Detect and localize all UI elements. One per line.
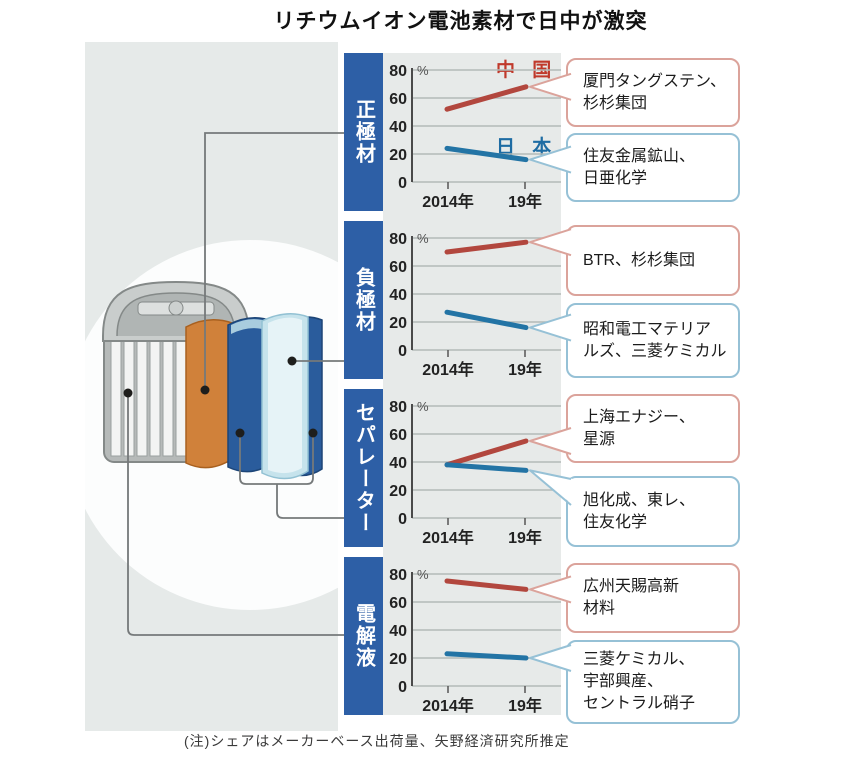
legend-japan: 日 本 xyxy=(496,137,558,158)
svg-text:40: 40 xyxy=(389,455,407,472)
material-label: 電解液 xyxy=(352,603,375,669)
svg-text:2014年: 2014年 xyxy=(422,192,474,211)
japan-companies-text: 住友金属鉱山、 日亜化学 xyxy=(583,147,696,187)
japan-companies-box: 住友金属鉱山、 日亜化学 xyxy=(566,133,740,202)
svg-text:2014年: 2014年 xyxy=(422,360,474,379)
svg-text:%: % xyxy=(417,567,429,582)
illustration-panel xyxy=(85,42,338,731)
svg-text:19年: 19年 xyxy=(508,696,542,715)
legend-china: 中 国 xyxy=(496,60,558,81)
svg-text:19年: 19年 xyxy=(508,360,542,379)
svg-text:20: 20 xyxy=(389,315,407,332)
china-companies-text: BTR、杉杉集団 xyxy=(583,251,696,269)
svg-text:0: 0 xyxy=(398,511,407,528)
svg-text:80: 80 xyxy=(389,63,407,80)
svg-text:0: 0 xyxy=(398,175,407,192)
svg-text:20: 20 xyxy=(389,483,407,500)
svg-text:80: 80 xyxy=(389,231,407,248)
china-companies-text: 上海エナジー、 星源 xyxy=(583,408,695,448)
svg-text:2014年: 2014年 xyxy=(422,696,474,715)
svg-text:60: 60 xyxy=(389,595,407,612)
svg-text:20: 20 xyxy=(389,147,407,164)
svg-text:60: 60 xyxy=(389,259,407,276)
section-separator: セパレーター 80 60 40 20 0% 2014年 19年 上海エナジー、 星源 旭化成… xyxy=(344,389,764,557)
background-circle xyxy=(85,240,338,610)
material-label-bar: セパレーター xyxy=(344,389,383,547)
svg-text:40: 40 xyxy=(389,287,407,304)
material-label-bar: 正極材 xyxy=(344,53,383,211)
page-title: リチウムイオン電池素材で日中が激突 xyxy=(273,10,648,33)
svg-text:60: 60 xyxy=(389,91,407,108)
svg-text:40: 40 xyxy=(389,623,407,640)
source-note: (注)シェアはメーカーベース出荷量、矢野経済研究所推定 xyxy=(184,733,570,749)
japan-companies-text: 昭和電工マテリア ルズ、三菱ケミカル xyxy=(583,320,727,360)
japan-companies-box: 旭化成、東レ、 住友化学 xyxy=(566,476,740,547)
svg-text:19年: 19年 xyxy=(508,192,542,211)
japan-companies-text: 旭化成、東レ、 住友化学 xyxy=(583,491,696,531)
svg-text:0: 0 xyxy=(398,679,407,696)
material-label: 正極材 xyxy=(352,99,375,165)
svg-text:%: % xyxy=(417,231,429,246)
china-companies-box: BTR、杉杉集団 xyxy=(566,225,740,296)
japan-companies-box: 三菱ケミカル、 宇部興産、 セントラル硝子 xyxy=(566,640,740,724)
svg-text:2014年: 2014年 xyxy=(422,528,474,547)
svg-text:80: 80 xyxy=(389,399,407,416)
section-cathode: 正極材 80 60 40 20 0% 2014年 19年 中 国 日 本 厦門タングステン、… xyxy=(344,53,764,221)
section-electrolyte: 電解液 80 60 40 20 0% 2014年 19年 広州天賜高新 材料 三菱ケミカル、… xyxy=(344,557,764,725)
japan-companies-box: 昭和電工マテリア ルズ、三菱ケミカル xyxy=(566,303,740,378)
svg-text:20: 20 xyxy=(389,651,407,668)
china-companies-box: 厦門タングステン、 杉杉集団 xyxy=(566,58,740,127)
svg-text:%: % xyxy=(417,63,429,78)
material-label: セパレーター xyxy=(352,402,375,534)
china-companies-box: 広州天賜高新 材料 xyxy=(566,563,740,633)
material-label-bar: 負極材 xyxy=(344,221,383,379)
japan-companies-text: 三菱ケミカル、 宇部興産、 セントラル硝子 xyxy=(583,651,696,712)
svg-text:40: 40 xyxy=(389,119,407,136)
svg-text:0: 0 xyxy=(398,343,407,360)
material-label: 負極材 xyxy=(352,267,375,333)
china-companies-text: 広州天賜高新 材料 xyxy=(583,578,680,617)
svg-text:%: % xyxy=(417,399,429,414)
svg-text:60: 60 xyxy=(389,427,407,444)
svg-text:19年: 19年 xyxy=(508,528,542,547)
section-anode: 負極材 80 60 40 20 0% 2014年 19年 BTR、杉杉集団 昭和電工マテリア… xyxy=(344,221,764,389)
svg-text:80: 80 xyxy=(389,567,407,584)
china-companies-box: 上海エナジー、 星源 xyxy=(566,394,740,463)
material-label-bar: 電解液 xyxy=(344,557,383,715)
china-companies-text: 厦門タングステン、 杉杉集団 xyxy=(583,72,727,112)
